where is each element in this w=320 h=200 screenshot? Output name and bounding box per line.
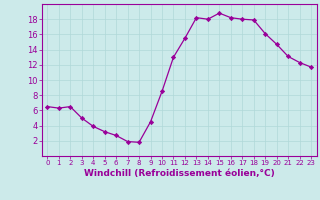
X-axis label: Windchill (Refroidissement éolien,°C): Windchill (Refroidissement éolien,°C) (84, 169, 275, 178)
